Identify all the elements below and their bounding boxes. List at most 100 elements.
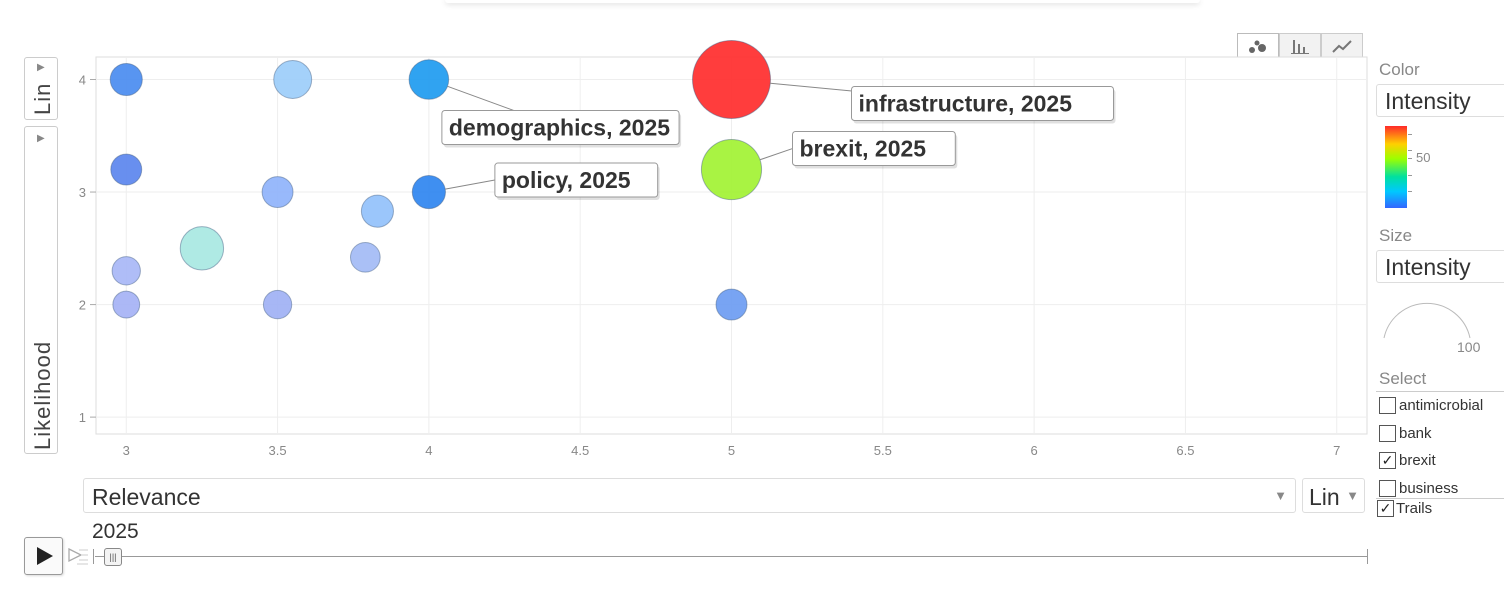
line-chart-icon [1332, 39, 1352, 53]
size-title: Size [1379, 226, 1413, 245]
timeline-track[interactable] [95, 556, 1368, 557]
x-tick-label: 6.5 [1176, 443, 1194, 458]
color-select[interactable]: Intensity [1376, 84, 1504, 117]
checkbox[interactable] [1379, 424, 1396, 442]
select-list[interactable]: antimicrobial bank ✓ brexit business [1376, 391, 1504, 499]
color-legend-bar [1385, 126, 1407, 208]
chevron-down-icon: ▼ [1346, 488, 1359, 503]
play-button[interactable] [24, 537, 63, 575]
bubble [179, 226, 225, 271]
bubble-label: policy, 2025 [502, 167, 631, 193]
list-item-label: antimicrobial [1399, 396, 1484, 414]
color-select-value: Intensity [1385, 88, 1471, 114]
label-leader-line [445, 179, 495, 190]
bubble [692, 40, 771, 120]
y-tick-label: 2 [79, 298, 86, 313]
bubble-label: demographics, 2025 [449, 115, 670, 141]
bubble-label: brexit, 2025 [800, 136, 927, 162]
bar-chart-icon [1291, 39, 1309, 54]
x-variable-label: Relevance [92, 484, 201, 510]
bubble [411, 174, 446, 210]
x-tick-label: 4 [425, 443, 432, 458]
x-tick-label: 6 [1031, 443, 1038, 458]
size-legend-label: 100 [1457, 339, 1481, 355]
bubble-label-box [441, 110, 680, 146]
y-variable-select[interactable]: ▶ Likelihood [24, 126, 58, 454]
bubble [261, 176, 294, 209]
trails-toggle[interactable]: ✓ Trails [1377, 500, 1432, 517]
y-scale-label: Lin [30, 82, 55, 115]
x-tick-label: 5 [728, 443, 735, 458]
checkbox[interactable]: ✓ [1379, 451, 1396, 469]
y-tick-label: 4 [79, 73, 86, 88]
list-item[interactable]: bank [1379, 422, 1432, 444]
bubble [349, 241, 381, 273]
color-legend-tick [1408, 158, 1412, 159]
checkbox[interactable] [1379, 396, 1396, 414]
x-tick-label: 5.5 [874, 443, 892, 458]
timeline-start-tick [93, 549, 94, 564]
bubble-label-box [851, 86, 1114, 122]
bubble-label-box [494, 162, 659, 198]
list-item-label: bank [1399, 424, 1432, 442]
bubble [111, 256, 141, 286]
bubbles [109, 40, 771, 321]
x-scale-label: Lin [1309, 484, 1340, 510]
bubble [700, 138, 763, 201]
bubble [262, 289, 293, 320]
bubble [110, 153, 143, 186]
list-item[interactable]: antimicrobial [1379, 394, 1483, 416]
bubble-label: infrastructure, 2025 [859, 91, 1073, 117]
tab-bubble[interactable] [1237, 33, 1279, 57]
y-scale-select[interactable]: ▶ Lin [24, 57, 58, 120]
y-tick-label: 1 [79, 410, 86, 425]
size-select-value: Intensity [1385, 254, 1471, 280]
size-legend-arc [1383, 302, 1471, 339]
color-legend-label: 50 [1416, 150, 1431, 165]
timeline-thumb[interactable]: ||| [104, 548, 122, 566]
list-item[interactable]: ✓ brexit [1379, 449, 1436, 471]
play-icon [36, 547, 53, 565]
chart-type-tabs [1237, 33, 1363, 58]
speed-icon [68, 547, 88, 565]
bubble [109, 62, 143, 97]
color-legend-tick [1408, 175, 1412, 176]
tab-line[interactable] [1321, 33, 1363, 57]
y-tick-label: 3 [79, 185, 86, 200]
x-tick-label: 3.5 [269, 443, 287, 458]
tab-bar[interactable] [1279, 33, 1321, 57]
color-legend-tick [1408, 134, 1412, 135]
y-variable-label: Likelihood [30, 340, 55, 450]
bubble [112, 290, 141, 319]
x-variable-select[interactable]: Relevance ▼ [83, 478, 1296, 513]
chevron-right-icon: ▶ [37, 133, 45, 144]
label-leader-line [759, 148, 793, 161]
bubble-chart-icon [1249, 40, 1266, 53]
x-scale-select[interactable]: Lin ▼ [1302, 478, 1365, 513]
list-item-label: brexit [1399, 451, 1436, 469]
color-title: Color [1379, 60, 1420, 79]
x-tick-label: 3 [123, 443, 130, 458]
trails-label: Trails [1396, 500, 1433, 517]
checkbox[interactable]: ✓ [1377, 500, 1394, 517]
list-item[interactable]: business [1379, 477, 1459, 498]
speed-button[interactable] [67, 545, 89, 567]
bubble [360, 194, 394, 228]
select-title: Select [1379, 369, 1427, 388]
bubble-labels: demographics, 2025 infrastructure, 2025 po… [441, 82, 1116, 201]
size-select[interactable]: Intensity [1376, 250, 1504, 283]
bubble [715, 288, 748, 321]
x-tick-label: 4.5 [571, 443, 589, 458]
color-legend-tick [1408, 150, 1412, 151]
bubble [273, 60, 313, 99]
timeline-end-tick [1367, 549, 1368, 564]
checkbox[interactable] [1379, 479, 1396, 497]
bubble-label-box [792, 131, 956, 167]
bubble [408, 59, 450, 100]
color-legend-tick [1408, 191, 1412, 192]
grid [95, 56, 1368, 435]
current-year: 2025 [92, 520, 139, 543]
chevron-down-icon: ▼ [1274, 488, 1287, 503]
list-item-label: business [1399, 479, 1459, 497]
